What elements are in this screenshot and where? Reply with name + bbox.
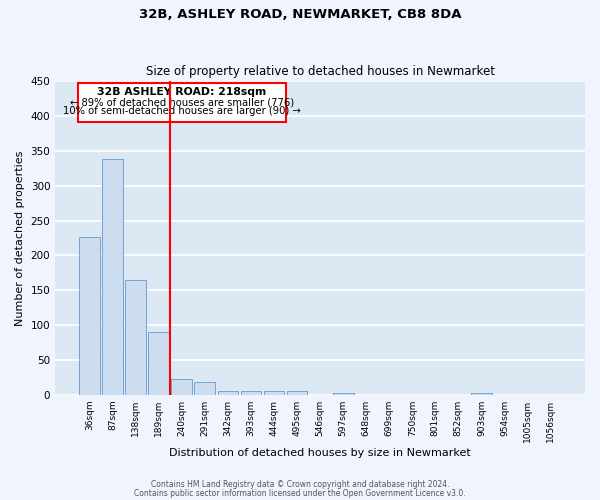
Bar [471, 393, 492, 395]
Bar [218, 391, 238, 395]
Text: ← 89% of detached houses are smaller (776): ← 89% of detached houses are smaller (77… [70, 97, 294, 107]
Y-axis label: Number of detached properties: Number of detached properties [15, 150, 25, 326]
Bar [102, 159, 123, 395]
Text: Contains public sector information licensed under the Open Government Licence v3: Contains public sector information licen… [134, 488, 466, 498]
Text: 10% of semi-detached houses are larger (90) →: 10% of semi-detached houses are larger (… [63, 106, 301, 116]
Text: 32B, ASHLEY ROAD, NEWMARKET, CB8 8DA: 32B, ASHLEY ROAD, NEWMARKET, CB8 8DA [139, 8, 461, 20]
Bar [172, 379, 192, 395]
Bar [333, 393, 353, 395]
Bar [263, 392, 284, 395]
Bar [241, 392, 262, 395]
Bar [148, 332, 169, 395]
Bar [125, 280, 146, 395]
Bar [287, 392, 307, 395]
Title: Size of property relative to detached houses in Newmarket: Size of property relative to detached ho… [146, 66, 494, 78]
Bar [79, 236, 100, 395]
Text: Contains HM Land Registry data © Crown copyright and database right 2024.: Contains HM Land Registry data © Crown c… [151, 480, 449, 489]
X-axis label: Distribution of detached houses by size in Newmarket: Distribution of detached houses by size … [169, 448, 471, 458]
Bar [78, 83, 286, 122]
Text: 32B ASHLEY ROAD: 218sqm: 32B ASHLEY ROAD: 218sqm [97, 88, 266, 98]
Bar [194, 382, 215, 395]
